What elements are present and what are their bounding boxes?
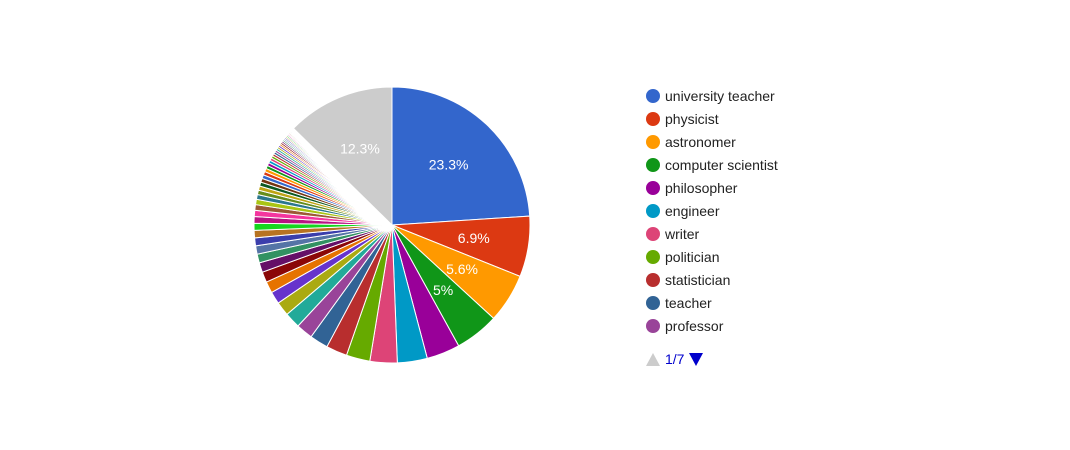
legend-swatch [646,88,660,103]
legend-item[interactable]: professor [646,314,778,337]
legend-label: writer [665,225,700,242]
legend-swatch [646,318,660,333]
legend-item[interactable]: engineer [646,199,778,222]
pager-next-arrow-icon[interactable] [689,352,704,366]
legend-label: physicist [665,110,719,127]
legend-label: engineer [665,202,720,219]
legend-item[interactable]: university teacher [646,84,778,107]
legend-label: astronomer [665,133,736,150]
legend-label: university teacher [665,87,775,104]
legend-swatch [646,249,660,264]
legend-label: politician [665,248,720,265]
legend-pager: 1/7 [646,351,778,367]
slice-value-label: 6.9% [458,230,490,246]
legend-swatch [646,226,660,241]
legend-swatch [646,111,660,126]
pager-prev-arrow-icon [646,352,660,366]
slice-university-teacher[interactable] [391,86,531,226]
legend-item[interactable]: physicist [646,107,778,130]
legend: university teacher physicist astronomer com… [646,84,778,367]
legend-item[interactable]: computer scientist [646,153,778,176]
legend-label: teacher [665,294,712,311]
legend-label: professor [665,317,724,334]
legend-swatch [646,295,660,310]
legend-swatch [646,272,660,287]
legend-swatch [646,180,660,195]
slice-value-label: 5.6% [446,261,478,277]
legend-swatch [646,203,660,218]
legend-label: philosopher [665,179,738,196]
legend-item[interactable]: teacher [646,291,778,314]
legend-swatch [646,134,660,149]
legend-swatch [646,157,660,172]
legend-item[interactable]: statistician [646,268,778,291]
legend-item[interactable]: writer [646,222,778,245]
slice-value-label: 12.3% [340,141,380,157]
legend-item[interactable]: politician [646,245,778,268]
legend-item[interactable]: astronomer [646,130,778,153]
legend-label: statistician [665,271,731,288]
legend-item[interactable]: philosopher [646,176,778,199]
slice-value-label: 5% [433,282,453,298]
pager-page-indicator: 1/7 [665,351,685,367]
legend-label: computer scientist [665,156,778,173]
slice-value-label: 23.3% [429,157,469,173]
slice-other[interactable] [292,86,393,227]
pie-slices [253,86,531,364]
legend-items: university teacher physicist astronomer com… [646,84,778,337]
slice-value-labels: 23.3% 6.9% 5.6% 5% 12.3% [340,141,490,298]
